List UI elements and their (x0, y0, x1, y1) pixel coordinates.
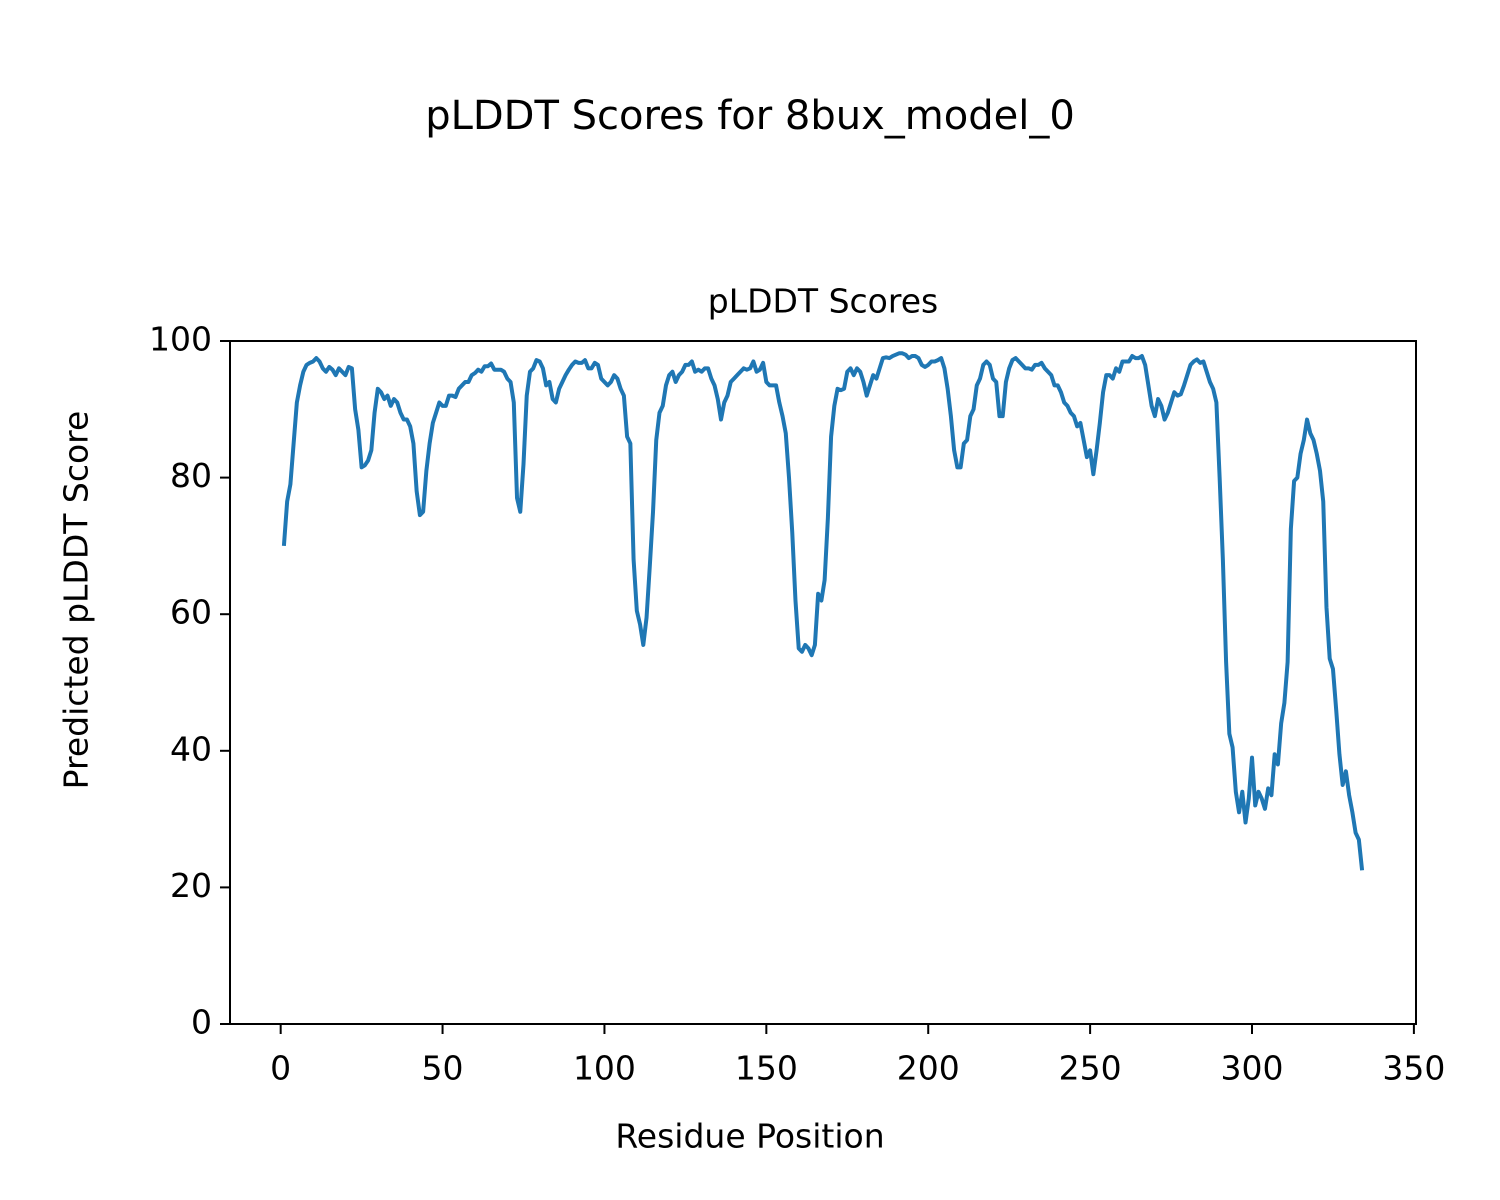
x-tick-label: 250 (1059, 1049, 1122, 1088)
y-tick-label: 100 (149, 320, 212, 359)
plot-frame (229, 340, 1417, 1025)
y-tick-label: 40 (170, 729, 212, 768)
y-tick-label: 20 (170, 866, 212, 905)
x-tick-label: 100 (573, 1049, 636, 1088)
chart-title: pLDDT Scores for 8bux_model_0 (425, 93, 1075, 139)
y-axis-label: Predicted pLDDT Score (57, 411, 96, 790)
x-tick-label: 50 (422, 1049, 464, 1088)
x-tick-label: 300 (1221, 1049, 1284, 1088)
data-line (281, 351, 1365, 871)
x-tick-label: 350 (1382, 1049, 1445, 1088)
x-tick-label: 150 (735, 1049, 798, 1088)
y-tick-label: 80 (170, 456, 212, 495)
y-tick-label: 60 (170, 593, 212, 632)
x-axis-label: Residue Position (615, 1117, 884, 1156)
x-tick-label: 200 (897, 1049, 960, 1088)
y-tick-label: 0 (191, 1003, 212, 1042)
x-tick-label: 0 (270, 1049, 291, 1088)
chart-subtitle: pLDDT Scores (708, 282, 938, 321)
